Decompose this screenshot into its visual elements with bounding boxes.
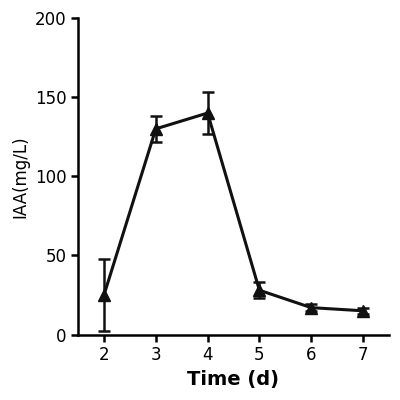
X-axis label: Time (d): Time (d) (188, 370, 280, 389)
Y-axis label: IAA(mg/L): IAA(mg/L) (11, 135, 29, 218)
